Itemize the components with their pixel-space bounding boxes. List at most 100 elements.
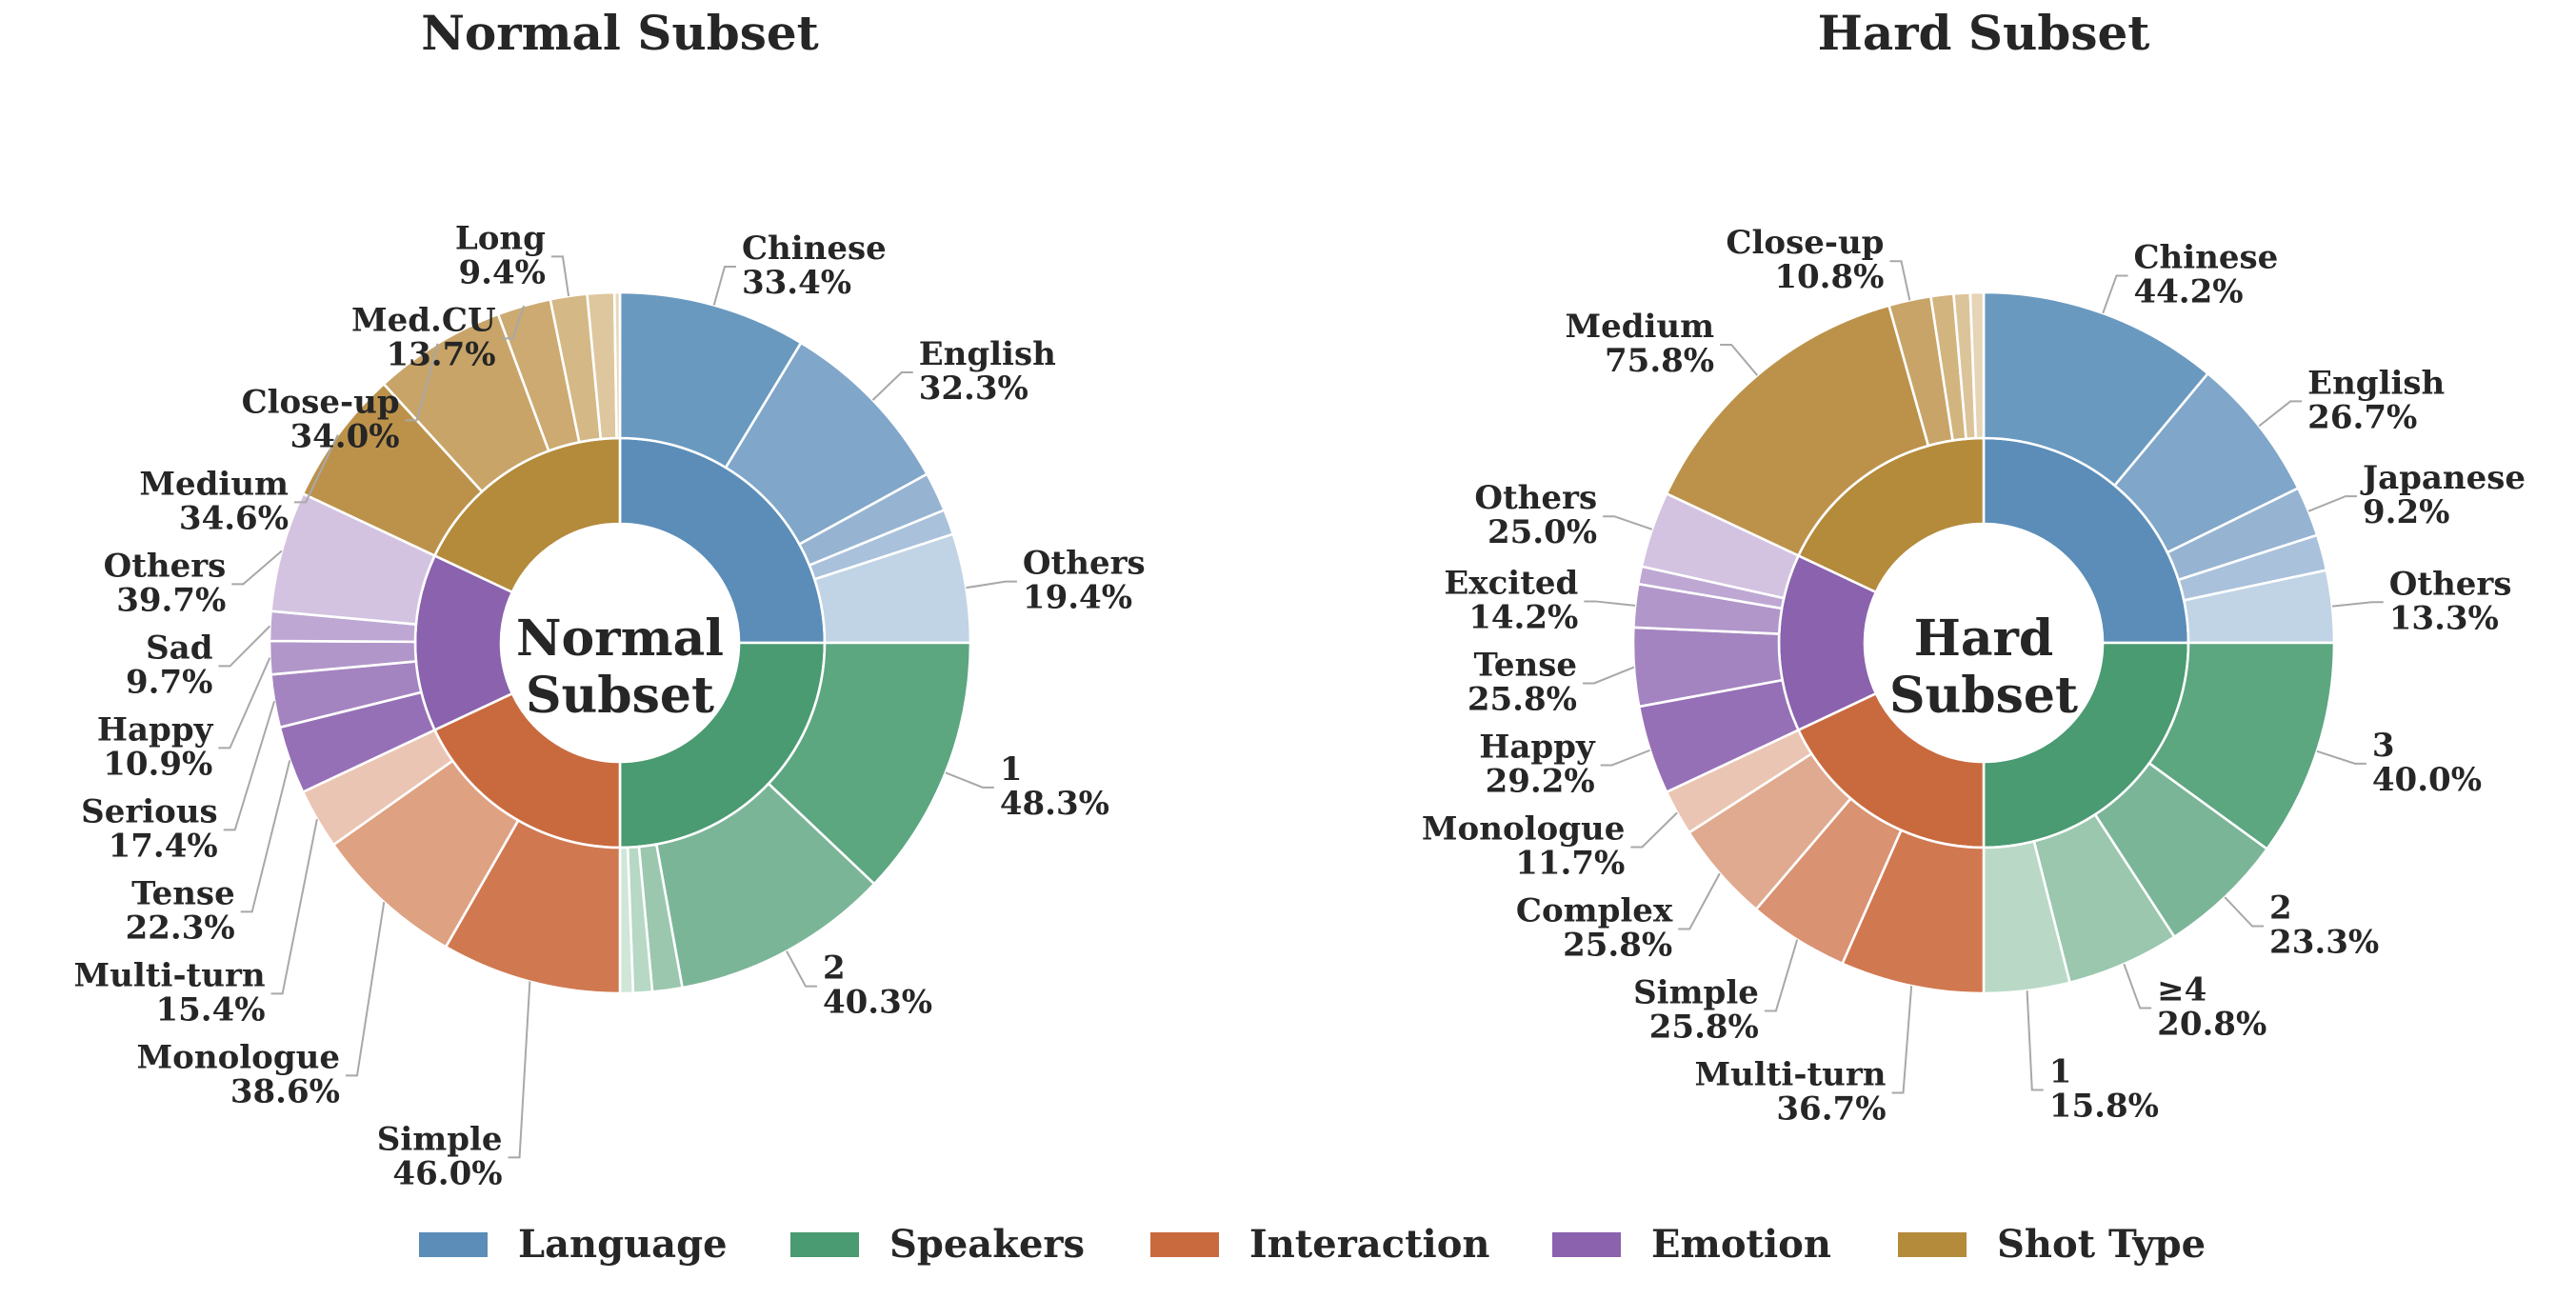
leader-line-shot-type-close-up-normal (405, 343, 439, 422)
slice-label-interaction-monologue-hard: Monologue (1422, 809, 1625, 848)
slice-value-speakers-1-normal: 48.3% (1000, 785, 1109, 823)
slice-value-speakers-1-hard: 15.8% (2049, 1088, 2159, 1126)
slice-label-shot-type-medium-normal: Medium (139, 465, 289, 503)
legend-label-interaction: Interaction (1249, 1222, 1490, 1267)
leader-line-speakers-1-normal (945, 771, 994, 789)
slice-label-emotion-others-hard: Others (1474, 479, 1597, 517)
slice-value-emotion-serious-normal: 17.4% (109, 827, 218, 865)
center-label-line2-normal: Subset (526, 667, 714, 725)
leader-line-shot-type-med-cu-normal (501, 305, 526, 340)
slice-value-emotion-tense-normal: 22.3% (126, 909, 235, 947)
slice-value-language-chinese-hard: 44.2% (2133, 272, 2243, 310)
leader-line-shot-type-close-up-hard (1889, 260, 1911, 301)
slice-label-emotion-tense-hard: Tense (1473, 646, 1577, 684)
leader-line-emotion-sad-normal (218, 625, 271, 668)
slice-label-speakers-gte4-hard: ≥4 (2157, 971, 2207, 1009)
slice-label-language-japanese-hard: Japanese (2360, 459, 2526, 497)
slice-label-emotion-happy-hard: Happy (1479, 728, 1596, 766)
slice-value-emotion-excited-hard: 14.2% (1468, 598, 1578, 636)
slice-label-interaction-multi-turn-hard: Multi-turn (1694, 1055, 1886, 1093)
leader-line-language-others-hard (2331, 601, 2384, 608)
slice-value-interaction-multi-turn-normal: 15.4% (155, 990, 265, 1029)
chart-title-hard: Hard Subset (1818, 5, 2150, 61)
slice-label-language-others-normal: Others (1023, 545, 1146, 583)
leader-line-emotion-others-hard (1603, 515, 1653, 530)
slice-value-language-english-normal: 32.3% (919, 370, 1028, 408)
donut-rings-hard (1631, 290, 2336, 995)
slice-value-emotion-others-hard: 25.0% (1488, 513, 1597, 551)
slice-value-speakers-gte4-hard: 20.8% (2157, 1006, 2266, 1044)
slice-value-language-english-hard: 26.7% (2307, 398, 2417, 436)
legend-swatch-interaction (1150, 1232, 1219, 1257)
slice-label-speakers-2-hard: 2 (2269, 889, 2292, 928)
label-leaders-hard (1582, 260, 2384, 1094)
legend-label-speakers: Speakers (889, 1222, 1085, 1267)
slice-label-shot-type-long-normal: Long (455, 219, 546, 257)
legend-swatch-emotion (1552, 1232, 1621, 1257)
slice-label-language-others-hard: Others (2389, 565, 2512, 603)
slice-value-shot-type-close-up-hard: 10.8% (1774, 258, 1884, 296)
outer-slice-shot-type-unlabeled-5-normal (612, 290, 622, 440)
leader-line-emotion-serious-normal (223, 700, 276, 831)
slice-value-language-japanese-hard: 9.2% (2363, 493, 2449, 531)
legend-swatch-language (419, 1232, 488, 1257)
slice-value-shot-type-close-up-normal: 34.0% (290, 417, 399, 455)
leader-line-interaction-multi-turn-hard (1891, 986, 1913, 1094)
legend-label-emotion: Emotion (1651, 1222, 1831, 1267)
leader-line-shot-type-medium-hard (1720, 344, 1759, 376)
slice-value-interaction-monologue-normal: 38.6% (230, 1072, 340, 1110)
leader-line-speakers-2-hard (2224, 896, 2265, 928)
leader-line-shot-type-long-normal (550, 255, 570, 297)
legend-label-language: Language (518, 1222, 728, 1267)
donut-rings-normal (268, 290, 972, 995)
slice-value-emotion-sad-normal: 9.7% (126, 663, 212, 701)
slice-label-speakers-1-normal: 1 (1000, 750, 1023, 789)
slice-value-shot-type-med-cu-normal: 13.7% (386, 335, 495, 373)
slice-label-shot-type-medium-hard: Medium (1565, 308, 1714, 346)
leader-line-emotion-tense-hard (1582, 666, 1635, 685)
slice-value-language-others-normal: 19.4% (1023, 579, 1132, 617)
slice-value-speakers-2-hard: 23.3% (2269, 924, 2379, 962)
legend-swatch-shot-type (1898, 1232, 1967, 1257)
leader-line-language-chinese-hard (2102, 274, 2128, 314)
slice-value-interaction-multi-turn-hard: 36.7% (1776, 1089, 1886, 1128)
slice-label-speakers-1-hard: 1 (2049, 1053, 2072, 1091)
leader-line-interaction-simple-normal (508, 981, 531, 1159)
leader-line-speakers-gte4-hard (2123, 963, 2152, 1009)
slice-label-interaction-complex-hard: Complex (1516, 891, 1673, 929)
slice-label-speakers-2-normal: 2 (823, 949, 846, 988)
center-label-line2-hard: Subset (1889, 667, 2078, 725)
slice-labels-normal: Chinese33.4%English32.3%Others19.4%148.3… (74, 219, 1146, 1192)
slice-value-emotion-happy-hard: 29.2% (1486, 762, 1595, 800)
slice-value-interaction-complex-hard: 25.8% (1563, 926, 1672, 964)
slice-label-emotion-sad-normal: Sad (146, 629, 212, 667)
leader-line-language-chinese-normal (712, 266, 736, 306)
leader-line-interaction-simple-hard (1764, 939, 1799, 1012)
slice-label-shot-type-close-up-normal: Close-up (242, 383, 400, 421)
leader-line-interaction-monologue-hard (1630, 811, 1678, 849)
slice-value-shot-type-medium-hard: 75.8% (1605, 342, 1714, 380)
leader-line-shot-type-medium-normal (294, 434, 339, 504)
slice-label-emotion-serious-normal: Serious (81, 792, 218, 830)
slice-label-interaction-multi-turn-normal: Multi-turn (74, 956, 266, 994)
slice-label-interaction-simple-normal: Simple (377, 1120, 503, 1158)
slice-value-shot-type-long-normal: 9.4% (458, 253, 545, 291)
leader-line-emotion-happy-normal (218, 657, 271, 749)
slice-value-emotion-others-normal: 39.7% (116, 581, 226, 619)
leader-line-language-japanese-hard (2307, 495, 2358, 512)
slice-label-emotion-excited-hard: Excited (1444, 564, 1578, 602)
slice-label-interaction-monologue-normal: Monologue (137, 1038, 340, 1076)
slice-value-interaction-simple-normal: 46.0% (392, 1154, 502, 1192)
slice-label-shot-type-close-up-hard: Close-up (1726, 224, 1884, 262)
slice-value-speakers-2-normal: 40.3% (823, 984, 932, 1022)
outer-slice-shot-type-unlabeled-4-hard (1968, 290, 1986, 440)
slice-label-language-chinese-normal: Chinese (742, 230, 887, 268)
leader-line-interaction-monologue-normal (345, 901, 386, 1077)
slice-value-interaction-monologue-hard: 11.7% (1515, 844, 1625, 882)
slice-value-speakers-3-hard: 40.0% (2372, 761, 2482, 799)
legend-label-shot-type: Shot Type (1997, 1222, 2206, 1267)
